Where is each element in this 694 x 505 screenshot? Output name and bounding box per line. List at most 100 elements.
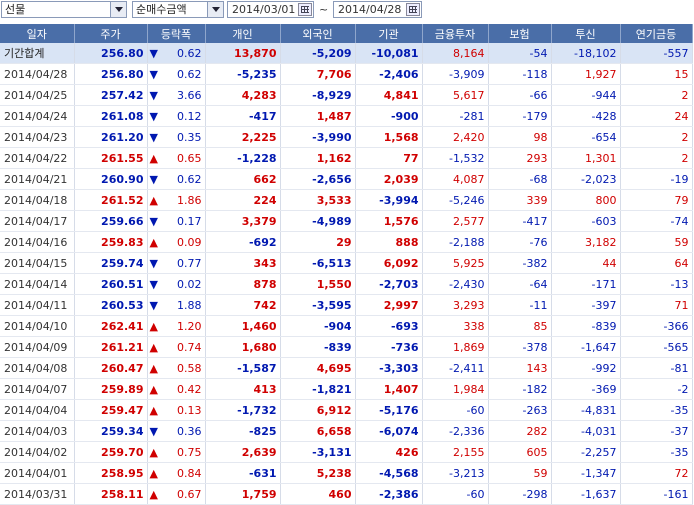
table-row[interactable]: 2014/04/09 261.21 ▲ 0.74 1,680 -839 -736 1,869-… (0, 336, 693, 358)
cell-price: 258.11 (74, 483, 148, 505)
cell-change: ▼ 0.02 (147, 273, 206, 295)
cell-pension: 71 (620, 294, 693, 316)
cell-date: 2014/04/23 (0, 126, 75, 148)
cell-change: ▼ 3.66 (147, 84, 206, 106)
cell-date: 2014/04/16 (0, 231, 75, 253)
arrow-up-icon: ▲ (149, 193, 158, 207)
metric-select[interactable]: 순매수금액 (132, 1, 224, 18)
cell-investment-trust: 1,927 (551, 63, 621, 85)
header-date[interactable]: 일자 (0, 24, 75, 43)
table-row[interactable]: 2014/04/07 259.89 ▲ 0.42 413 -1,821 1,407 1,984… (0, 378, 693, 400)
cell-individual: 3,379 (205, 210, 281, 232)
cell-financial-investment: -2,336 (422, 420, 489, 442)
cell-insurance: -68 (488, 168, 552, 190)
table-row[interactable]: 2014/04/11 260.53 ▼ 1.88 742 -3,595 2,997 3,293… (0, 294, 693, 316)
header-pension[interactable]: 연기금등 (620, 24, 693, 43)
cell-pension: -35 (620, 399, 693, 421)
change-value: 0.74 (177, 340, 202, 354)
cell-date: 2014/04/18 (0, 189, 75, 211)
cell-foreign: 1,487 (280, 105, 356, 127)
chevron-down-icon[interactable] (110, 2, 126, 17)
cell-investment-trust: -369 (551, 378, 621, 400)
header-insurance[interactable]: 보험 (488, 24, 552, 43)
table-row[interactable]: 2014/04/02 259.70 ▲ 0.75 2,639 -3,131 426 2,155… (0, 441, 693, 463)
cell-investment-trust: -654 (551, 126, 621, 148)
change-value: 0.62 (177, 67, 202, 81)
cell-investment-trust: -4,831 (551, 399, 621, 421)
change-value: 0.65 (177, 151, 202, 165)
header-institution[interactable]: 기관 (355, 24, 423, 43)
cell-foreign: 29 (280, 231, 356, 253)
table-row[interactable]: 2014/04/24 261.08 ▼ 0.12 -417 1,487 -900 -281 -1… (0, 105, 693, 127)
cell-price: 261.20 (74, 126, 148, 148)
cell-insurance: 282 (488, 420, 552, 442)
table-row-total[interactable]: 기간합계 256.80 ▼ 0.62 13,870 -5,209 -10,081 8,164-… (0, 43, 693, 64)
table-row[interactable]: 2014/04/23 261.20 ▼ 0.35 2,225 -3,990 1,568 2,4… (0, 126, 693, 148)
cell-change: ▼ 0.62 (147, 63, 206, 85)
table-row[interactable]: 2014/04/08 260.47 ▲ 0.58 -1,587 4,695 -3,303 -2… (0, 357, 693, 379)
table-row[interactable]: 2014/04/18 261.52 ▲ 1.86 224 3,533 -3,994 -5,24… (0, 189, 693, 211)
header-investment-trust[interactable]: 투신 (551, 24, 621, 43)
arrow-down-icon: ▼ (149, 277, 158, 291)
cell-price: 261.21 (74, 336, 148, 358)
cell-individual: -5,235 (205, 63, 281, 85)
table-row[interactable]: 2014/04/22 261.55 ▲ 0.65 -1,228 1,162 77 -1,532… (0, 147, 693, 169)
calendar-icon[interactable] (406, 3, 420, 16)
change-value: 0.77 (177, 256, 202, 270)
cell-financial-investment: 4,087 (422, 168, 489, 190)
cell-insurance: -263 (488, 399, 552, 421)
header-individual[interactable]: 개인 (205, 24, 281, 43)
cell-price: 260.90 (74, 168, 148, 190)
arrow-up-icon: ▲ (149, 340, 158, 354)
chevron-down-icon[interactable] (207, 2, 223, 17)
cell-price: 261.52 (74, 189, 148, 211)
cell-institution: 2,997 (355, 294, 423, 316)
table-row[interactable]: 2014/04/17 259.66 ▼ 0.17 3,379 -4,989 1,576 2,5… (0, 210, 693, 232)
table-row[interactable]: 2014/04/14 260.51 ▼ 0.02 878 1,550 -2,703 -2,43… (0, 273, 693, 295)
calendar-icon[interactable] (298, 3, 312, 16)
cell-insurance: -182 (488, 378, 552, 400)
cell-individual: 2,225 (205, 126, 281, 148)
cell-institution: -693 (355, 315, 423, 337)
cell-change: ▲ 1.86 (147, 189, 206, 211)
change-value: 0.75 (177, 445, 202, 459)
table-row[interactable]: 2014/04/28 256.80 ▼ 0.62 -5,235 7,706 -2,406 -3… (0, 63, 693, 85)
cell-institution: 2,039 (355, 168, 423, 190)
start-date-field[interactable]: 2014/03/01 (227, 1, 314, 18)
cell-institution: 1,576 (355, 210, 423, 232)
arrow-down-icon: ▼ (149, 67, 158, 81)
cell-investment-trust: 3,182 (551, 231, 621, 253)
cell-change: ▲ 0.75 (147, 441, 206, 463)
table-row[interactable]: 2014/04/15 259.74 ▼ 0.77 343 -6,513 6,092 5,925… (0, 252, 693, 274)
table-row[interactable]: 2014/04/10 262.41 ▲ 1.20 1,460 -904 -693 338 85-… (0, 315, 693, 337)
cell-change: ▲ 0.74 (147, 336, 206, 358)
table-row[interactable]: 2014/03/31 258.11 ▲ 0.67 1,759 460 -2,386 -60 -2… (0, 483, 693, 505)
table-row[interactable]: 2014/04/25 257.42 ▼ 3.66 4,283 -8,929 4,841 5,6… (0, 84, 693, 106)
cell-institution: 6,092 (355, 252, 423, 274)
cell-individual: -1,587 (205, 357, 281, 379)
cell-institution: -900 (355, 105, 423, 127)
end-date-field[interactable]: 2014/04/28 (333, 1, 422, 18)
table-row[interactable]: 2014/04/21 260.90 ▼ 0.62 662 -2,656 2,039 4,087… (0, 168, 693, 190)
cell-institution: 1,407 (355, 378, 423, 400)
cell-institution: 4,841 (355, 84, 423, 106)
cell-pension: 2 (620, 126, 693, 148)
table-row[interactable]: 2014/04/03 259.34 ▼ 0.36 -825 6,658 -6,074 -2,3… (0, 420, 693, 442)
cell-change: ▲ 0.13 (147, 399, 206, 421)
header-price[interactable]: 주가 (74, 24, 148, 43)
cell-financial-investment: 1,984 (422, 378, 489, 400)
table-row[interactable]: 2014/04/01 258.95 ▲ 0.84 -631 5,238 -4,568 -3,2… (0, 462, 693, 484)
table-row[interactable]: 2014/04/16 259.83 ▲ 0.09 -692 29 888 -2,188 -76 3… (0, 231, 693, 253)
cell-institution: -6,074 (355, 420, 423, 442)
cell-foreign: 1,162 (280, 147, 356, 169)
header-change[interactable]: 등락폭 (147, 24, 206, 43)
cell-investment-trust: -1,637 (551, 483, 621, 505)
header-foreign[interactable]: 외국인 (280, 24, 356, 43)
market-select[interactable]: 선물 (1, 1, 127, 18)
cell-financial-investment: 3,293 (422, 294, 489, 316)
cell-institution: -2,703 (355, 273, 423, 295)
header-financial-investment[interactable]: 금융투자 (422, 24, 489, 43)
cell-institution: -5,176 (355, 399, 423, 421)
table-row[interactable]: 2014/04/04 259.47 ▲ 0.13 -1,732 6,912 -5,176 -6… (0, 399, 693, 421)
cell-foreign: -3,131 (280, 441, 356, 463)
